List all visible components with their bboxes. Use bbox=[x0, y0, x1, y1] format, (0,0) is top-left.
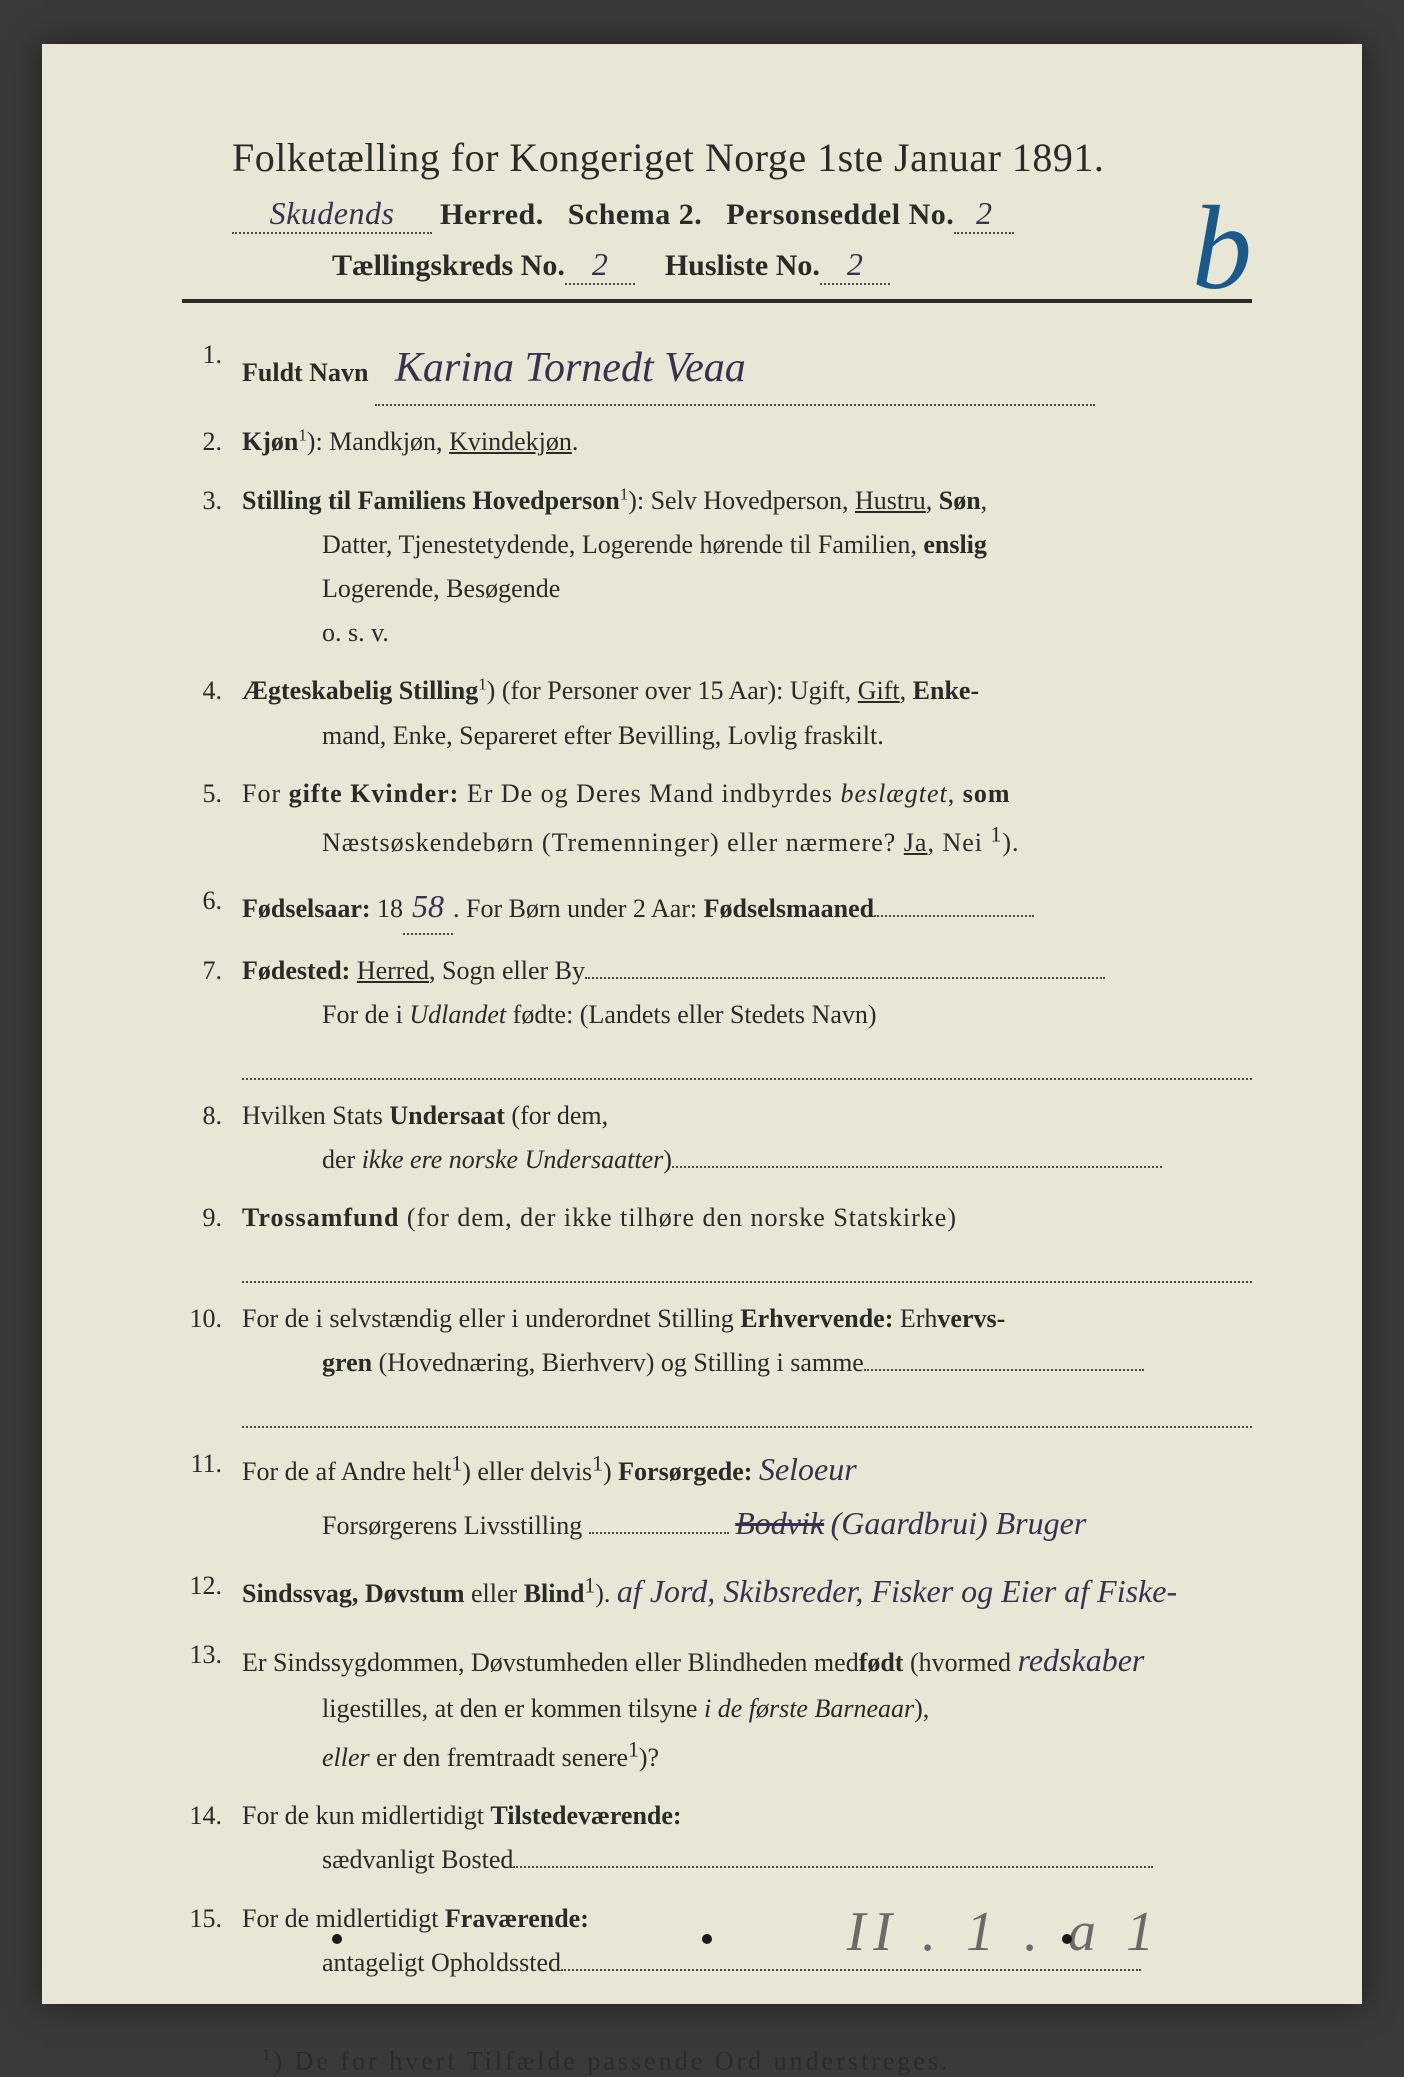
bottom-pencil-annotation: II . 1 . a 1 bbox=[847, 1900, 1162, 1964]
item-num: 6. bbox=[182, 879, 242, 923]
husliste-no-hw: 2 bbox=[847, 246, 863, 282]
item6-tail: . For Børn under 2 Aar: Fødselsmaaned bbox=[453, 894, 874, 923]
hole-punch bbox=[332, 1934, 342, 1944]
item14-line1: sædvanligt Bosted bbox=[322, 1845, 513, 1874]
taellingskreds-label: Tællingskreds No. bbox=[332, 249, 565, 282]
item-11: 11. For de af Andre helt1) eller delvis1… bbox=[182, 1442, 1252, 1551]
header-line-3: Tællingskreds No. 2 Husliste No. 2 bbox=[332, 246, 1252, 285]
item3-line2: Logerende, Besøgende bbox=[322, 574, 560, 603]
item11-line0: For de af Andre helt1) eller delvis1) Fo… bbox=[242, 1457, 857, 1486]
item-3: 3. Stilling til Familiens Hovedperson1):… bbox=[182, 479, 1252, 656]
herred-handwritten: Skudends bbox=[270, 195, 395, 231]
fodested-label: Fødested: bbox=[242, 956, 350, 985]
header-title: Folketælling for Kongeriget Norge 1ste J… bbox=[232, 134, 1252, 181]
item-14: 14. For de kun midlertidigt Tilstedevære… bbox=[182, 1794, 1252, 1882]
item-num: 15. bbox=[182, 1897, 242, 1941]
item-13: 13. Er Sindssygdommen, Døvstumheden elle… bbox=[182, 1633, 1252, 1780]
census-form-page: b Folketælling for Kongeriget Norge 1ste… bbox=[42, 44, 1362, 2004]
item-2: 2. Kjøn1): Mandkjøn, Kvindekjøn. bbox=[182, 420, 1252, 464]
full-name-hw: Karina Tornedt Veaa bbox=[395, 345, 746, 391]
item-num: 3. bbox=[182, 479, 242, 523]
item13-line0: Er Sindssygdommen, Døvstumheden eller Bl… bbox=[242, 1648, 1144, 1677]
item-4: 4. Ægteskabelig Stilling1) (for Personer… bbox=[182, 669, 1252, 757]
item-num: 9. bbox=[182, 1196, 242, 1240]
form-items: 1. Fuldt Navn Karina Tornedt Veaa 2. Kjø… bbox=[182, 333, 1252, 1985]
item-num: 14. bbox=[182, 1794, 242, 1838]
item5-line0: For gifte Kvinder: Er De og Deres Mand i… bbox=[242, 779, 1011, 808]
item-5: 5. For gifte Kvinder: Er De og Deres Man… bbox=[182, 772, 1252, 865]
item-6: 6. Fødselsaar: 1858. For Børn under 2 Aa… bbox=[182, 879, 1252, 935]
item8-line0: Hvilken Stats Undersaat (for dem, bbox=[242, 1101, 608, 1130]
item7-line1: For de i Udlandet fødte: (Landets eller … bbox=[322, 1000, 877, 1029]
item-num: 7. bbox=[182, 949, 242, 993]
item-num: 1. bbox=[182, 333, 242, 377]
item-1: 1. Fuldt Navn Karina Tornedt Veaa bbox=[182, 333, 1252, 406]
hole-punch bbox=[702, 1934, 712, 1944]
personseddel-no-hw: 2 bbox=[976, 195, 993, 231]
item3-line1: Datter, Tjenestetydende, Logerende høren… bbox=[322, 530, 987, 559]
hole-punch bbox=[1062, 1934, 1072, 1944]
taellingskreds-no-hw: 2 bbox=[592, 246, 608, 282]
item-num: 10. bbox=[182, 1297, 242, 1341]
fodselsaar-label: Fødselsaar: bbox=[242, 894, 371, 923]
item-num: 13. bbox=[182, 1633, 242, 1677]
item-num: 8. bbox=[182, 1094, 242, 1138]
item14-line0: For de kun midlertidigt Tilstedeværende: bbox=[242, 1801, 682, 1830]
item11-line1: Forsørgerens Livsstilling Bodvik (Gaardb… bbox=[322, 1511, 1086, 1540]
fuldt-navn-label: Fuldt Navn bbox=[242, 358, 368, 387]
header-rule bbox=[182, 299, 1252, 303]
footnote-text: ) De for hvert Tilfælde passende Ord und… bbox=[273, 2047, 950, 2076]
item-10: 10. For de i selvstændig eller i underor… bbox=[182, 1297, 1252, 1428]
aegteskab-label: Ægteskabelig Stilling bbox=[242, 676, 478, 705]
birthyear-hw: 58 bbox=[412, 888, 444, 924]
item10-line0: For de i selvstændig eller i underordnet… bbox=[242, 1304, 1005, 1333]
item-12: 12. Sindssvag, Døvstum eller Blind1). af… bbox=[182, 1564, 1252, 1618]
kvindekjon-underlined: Kvindekjøn bbox=[449, 427, 572, 456]
item-num: 4. bbox=[182, 669, 242, 713]
item-9: 9. Trossamfund (for dem, der ikke tilhør… bbox=[182, 1196, 1252, 1283]
stilling-label: Stilling til Familiens Hovedperson bbox=[242, 486, 620, 515]
item13-line1: ligestilles, at den er kommen tilsyne i … bbox=[322, 1694, 929, 1723]
item-7: 7. Fødested: Herred, Sogn eller By For d… bbox=[182, 949, 1252, 1080]
item-num: 2. bbox=[182, 420, 242, 464]
item4-line0: ) (for Personer over 15 Aar): Ugift, Gif… bbox=[487, 676, 979, 705]
annotation-letter-b: b bbox=[1192, 179, 1252, 317]
item9-line0: Trossamfund (for dem, der ikke tilhøre d… bbox=[242, 1203, 957, 1232]
item-num: 12. bbox=[182, 1564, 242, 1608]
kjon-label: Kjøn bbox=[242, 427, 298, 456]
item15-line1: antageligt Opholdssted bbox=[322, 1948, 561, 1977]
husliste-label: Husliste No. bbox=[665, 249, 820, 282]
item10-line1: gren (Hovednæring, Bierhverv) og Stillin… bbox=[322, 1348, 864, 1377]
item5-line1: Næstsøskendebørn (Tremenninger) eller næ… bbox=[322, 828, 1020, 857]
item3-line0: ): Selv Hovedperson, Hustru, Søn, bbox=[628, 486, 987, 515]
item15-line0: For de midlertidigt Fraværende: bbox=[242, 1904, 589, 1933]
item3-line3: o. s. v. bbox=[322, 618, 389, 647]
schema-label: Schema 2. bbox=[568, 198, 703, 231]
item13-line2: eller er den fremtraadt senere1)? bbox=[322, 1743, 659, 1772]
item4-line1: mand, Enke, Separeret efter Bevilling, L… bbox=[322, 721, 884, 750]
form-header: Folketælling for Kongeriget Norge 1ste J… bbox=[232, 134, 1252, 285]
header-line-2: Skudends Herred. Schema 2. Personseddel … bbox=[232, 195, 1252, 234]
item8-line1: der ikke ere norske Undersaatter) bbox=[322, 1145, 672, 1174]
item-8: 8. Hvilken Stats Undersaat (for dem, der… bbox=[182, 1094, 1252, 1182]
item-num: 11. bbox=[182, 1442, 242, 1486]
personseddel-label: Personseddel No. bbox=[726, 198, 954, 231]
item7-line0: Herred, Sogn eller By bbox=[350, 956, 585, 985]
footnote: 1) De for hvert Tilfælde passende Ord un… bbox=[262, 2045, 1252, 2077]
item-num: 5. bbox=[182, 772, 242, 816]
item12-line0: Sindssvag, Døvstum eller Blind1). af Jor… bbox=[242, 1579, 1177, 1608]
herred-label: Herred. bbox=[440, 198, 544, 231]
